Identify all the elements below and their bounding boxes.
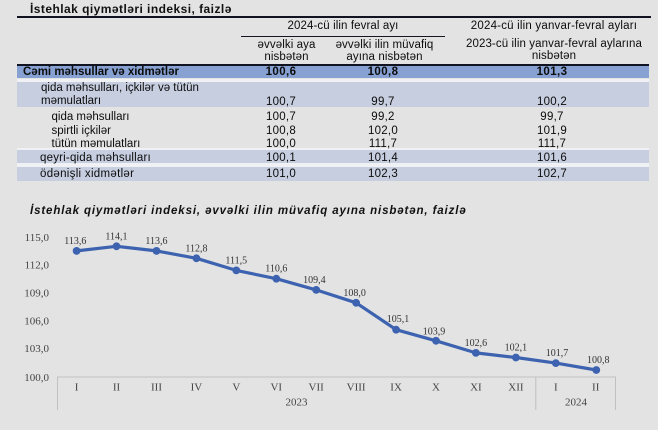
svg-text:VI: VI <box>270 381 282 393</box>
svg-text:IX: IX <box>390 381 402 393</box>
svg-text:102,6: 102,6 <box>465 338 488 349</box>
svg-text:106,0: 106,0 <box>24 315 49 327</box>
svg-text:103,0: 103,0 <box>24 343 49 355</box>
svg-text:XII: XII <box>508 381 524 393</box>
svg-text:112,8: 112,8 <box>185 243 207 254</box>
svg-text:108,0: 108,0 <box>343 288 366 299</box>
svg-text:103,9: 103,9 <box>423 327 446 338</box>
svg-text:113,6: 113,6 <box>145 236 167 247</box>
svg-text:105,1: 105,1 <box>387 314 410 325</box>
svg-text:X: X <box>432 381 440 393</box>
svg-text:101,7: 101,7 <box>546 348 569 359</box>
svg-text:109,4: 109,4 <box>303 275 326 286</box>
svg-text:114,1: 114,1 <box>105 231 127 242</box>
svg-text:111,5: 111,5 <box>225 255 247 266</box>
svg-text:II: II <box>113 381 121 393</box>
svg-text:II: II <box>592 381 600 393</box>
svg-text:110,6: 110,6 <box>265 264 287 275</box>
svg-text:VIII: VIII <box>347 381 366 393</box>
svg-text:IV: IV <box>191 381 203 393</box>
svg-text:100,8: 100,8 <box>587 355 610 366</box>
svg-text:III: III <box>151 381 162 393</box>
svg-text:109,0: 109,0 <box>24 288 49 300</box>
svg-text:VII: VII <box>309 381 325 393</box>
svg-text:V: V <box>232 381 240 393</box>
svg-text:2024: 2024 <box>565 397 588 409</box>
svg-text:I: I <box>554 381 558 393</box>
svg-text:100,0: 100,0 <box>24 372 49 384</box>
svg-text:XI: XI <box>470 381 482 393</box>
svg-text:115,0: 115,0 <box>25 232 50 244</box>
svg-text:113,6: 113,6 <box>64 236 86 247</box>
svg-text:I: I <box>75 381 79 393</box>
svg-text:112,0: 112,0 <box>25 260 50 272</box>
svg-text:2023: 2023 <box>286 397 309 409</box>
svg-text:102,1: 102,1 <box>505 343 528 354</box>
